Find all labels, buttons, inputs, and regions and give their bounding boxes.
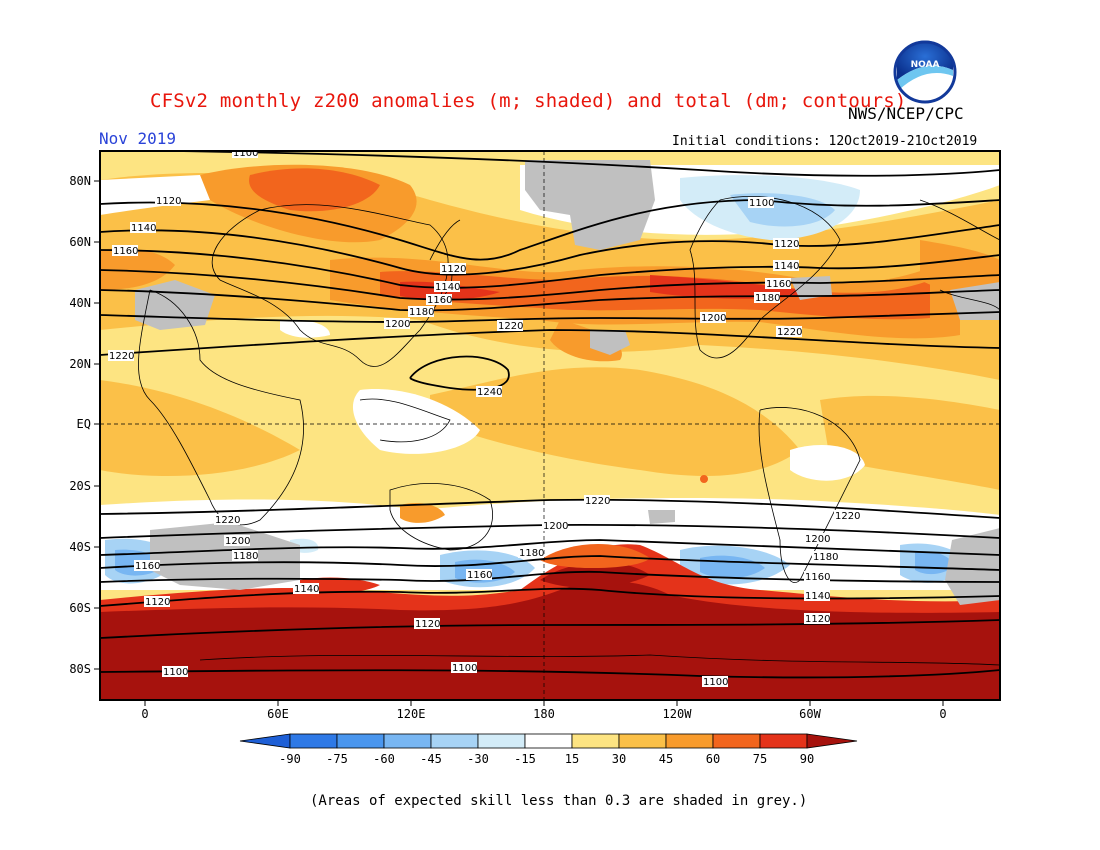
map-field: 1100 1120 1140 1160 1120 1140 1160 1180 … (100, 148, 1000, 700)
contour-label: 1140 (294, 584, 319, 595)
contour-labels: 1100 1120 1140 1160 1120 1140 1160 1180 … (108, 148, 860, 688)
lat-label: 60N (69, 235, 91, 249)
contour-label: 1160 (427, 295, 452, 306)
contour-label: 1140 (131, 223, 156, 234)
contour-label: 1140 (805, 591, 830, 602)
lon-label: 120E (397, 707, 426, 721)
contour-label: 1220 (109, 351, 134, 362)
contour-label: 1120 (774, 239, 799, 250)
contour-label: 1100 (749, 198, 774, 209)
contour-label: 1100 (233, 148, 258, 159)
lat-label: 40N (69, 296, 91, 310)
org-label: NWS/NCEP/CPC (848, 104, 964, 123)
colorbar-segment (712, 733, 761, 749)
contour-label: 1160 (805, 572, 830, 583)
lat-label: 20N (69, 357, 91, 371)
lon-label: 0 (141, 707, 148, 721)
colorbar-segment (477, 733, 526, 749)
contour-label: 1120 (145, 597, 170, 608)
contour-label: 1220 (777, 327, 802, 338)
colorbar-tick-label: 60 (706, 752, 720, 766)
lon-label: 0 (939, 707, 946, 721)
lon-label: 60W (799, 707, 821, 721)
colorbar-segment (430, 733, 479, 749)
contour-label: 1160 (135, 561, 160, 572)
skill-footnote: (Areas of expected skill less than 0.3 a… (310, 793, 808, 809)
lat-label: 80S (69, 662, 91, 676)
colorbar-segment (571, 733, 620, 749)
colorbar-tick-label: -15 (514, 752, 536, 766)
contour-label: 1220 (835, 511, 860, 522)
colorbar-segment (665, 733, 714, 749)
colorbar-segment (336, 733, 385, 749)
map-frame (99, 150, 1001, 701)
colorbar-tick-label: -90 (279, 752, 301, 766)
latitude-labels: 80N 60N 40N 20N EQ 20S 40S 60S 80S (69, 174, 91, 676)
contour-label: 1200 (701, 313, 726, 324)
contour-label: 1240 (477, 387, 502, 398)
colorbar-tick-label: -60 (373, 752, 395, 766)
lat-label: EQ (77, 417, 91, 431)
colorbar-tick-label: 30 (612, 752, 626, 766)
colorbar-segment (524, 733, 573, 749)
lat-label: 60S (69, 601, 91, 615)
initial-conditions: Initial conditions: 12Oct2019-21Oct2019 (672, 134, 978, 149)
contour-label: 1120 (156, 196, 181, 207)
contour-label: 1180 (233, 551, 258, 562)
contour-label: 1120 (415, 619, 440, 630)
contour-label: 1160 (766, 279, 791, 290)
contour-label: 1140 (435, 282, 460, 293)
colorbar-tick-label: 45 (659, 752, 673, 766)
contour-label: 1160 (467, 570, 492, 581)
colorbar-tick-label: -30 (467, 752, 489, 766)
forecast-month: Nov 2019 (99, 129, 177, 148)
contour-label: 1140 (774, 261, 799, 272)
lon-label: 180 (533, 707, 555, 721)
contour-label: 1220 (498, 321, 523, 332)
lat-label: 20S (69, 479, 91, 493)
colorbar-tick-label: 90 (800, 752, 814, 766)
contour-label: 1200 (385, 319, 410, 330)
contour-label: 1120 (441, 264, 466, 275)
colorbar-segment (618, 733, 667, 749)
longitude-labels: 0 60E 120E 180 120W 60W 0 (141, 707, 946, 721)
lon-label: 120W (663, 707, 693, 721)
colorbar-segment (759, 733, 808, 749)
axis-ticks (94, 180, 944, 706)
colorbar-segment (806, 733, 858, 749)
colorbar-segment (289, 733, 338, 749)
contour-label: 1200 (543, 521, 568, 532)
contour-label: 1100 (163, 667, 188, 678)
colorbar-segment (383, 733, 432, 749)
chart-title: CFSv2 monthly z200 anomalies (m; shaded)… (150, 90, 907, 112)
colorbar: -90 -75 -60 -45 -30 -15 15 30 45 60 75 90 (239, 733, 858, 766)
lat-label: 80N (69, 174, 91, 188)
noaa-logo-icon: NOAA (893, 40, 957, 104)
contour-label: 1100 (452, 663, 477, 674)
contour-label: 1220 (585, 496, 610, 507)
contour-label: 1200 (805, 534, 830, 545)
contour-label: 1160 (113, 246, 138, 257)
contour-label: 1180 (519, 548, 544, 559)
contour-label: 1120 (805, 614, 830, 625)
contour-label: 1220 (215, 515, 240, 526)
colorbar-tick-label: -45 (420, 752, 442, 766)
colorbar-tick-label: 75 (753, 752, 767, 766)
noaa-logo-text: NOAA (911, 60, 940, 70)
colorbar-segment (239, 733, 291, 749)
colorbar-tick-label: -75 (326, 752, 348, 766)
contour-label: 1180 (755, 293, 780, 304)
lat-label: 40S (69, 540, 91, 554)
lon-label: 60E (267, 707, 289, 721)
contour-label: 1100 (703, 677, 728, 688)
contour-label: 1200 (225, 536, 250, 547)
colorbar-tick-label: 15 (565, 752, 579, 766)
contour-label: 1180 (409, 307, 434, 318)
contour-label: 1180 (813, 552, 838, 563)
